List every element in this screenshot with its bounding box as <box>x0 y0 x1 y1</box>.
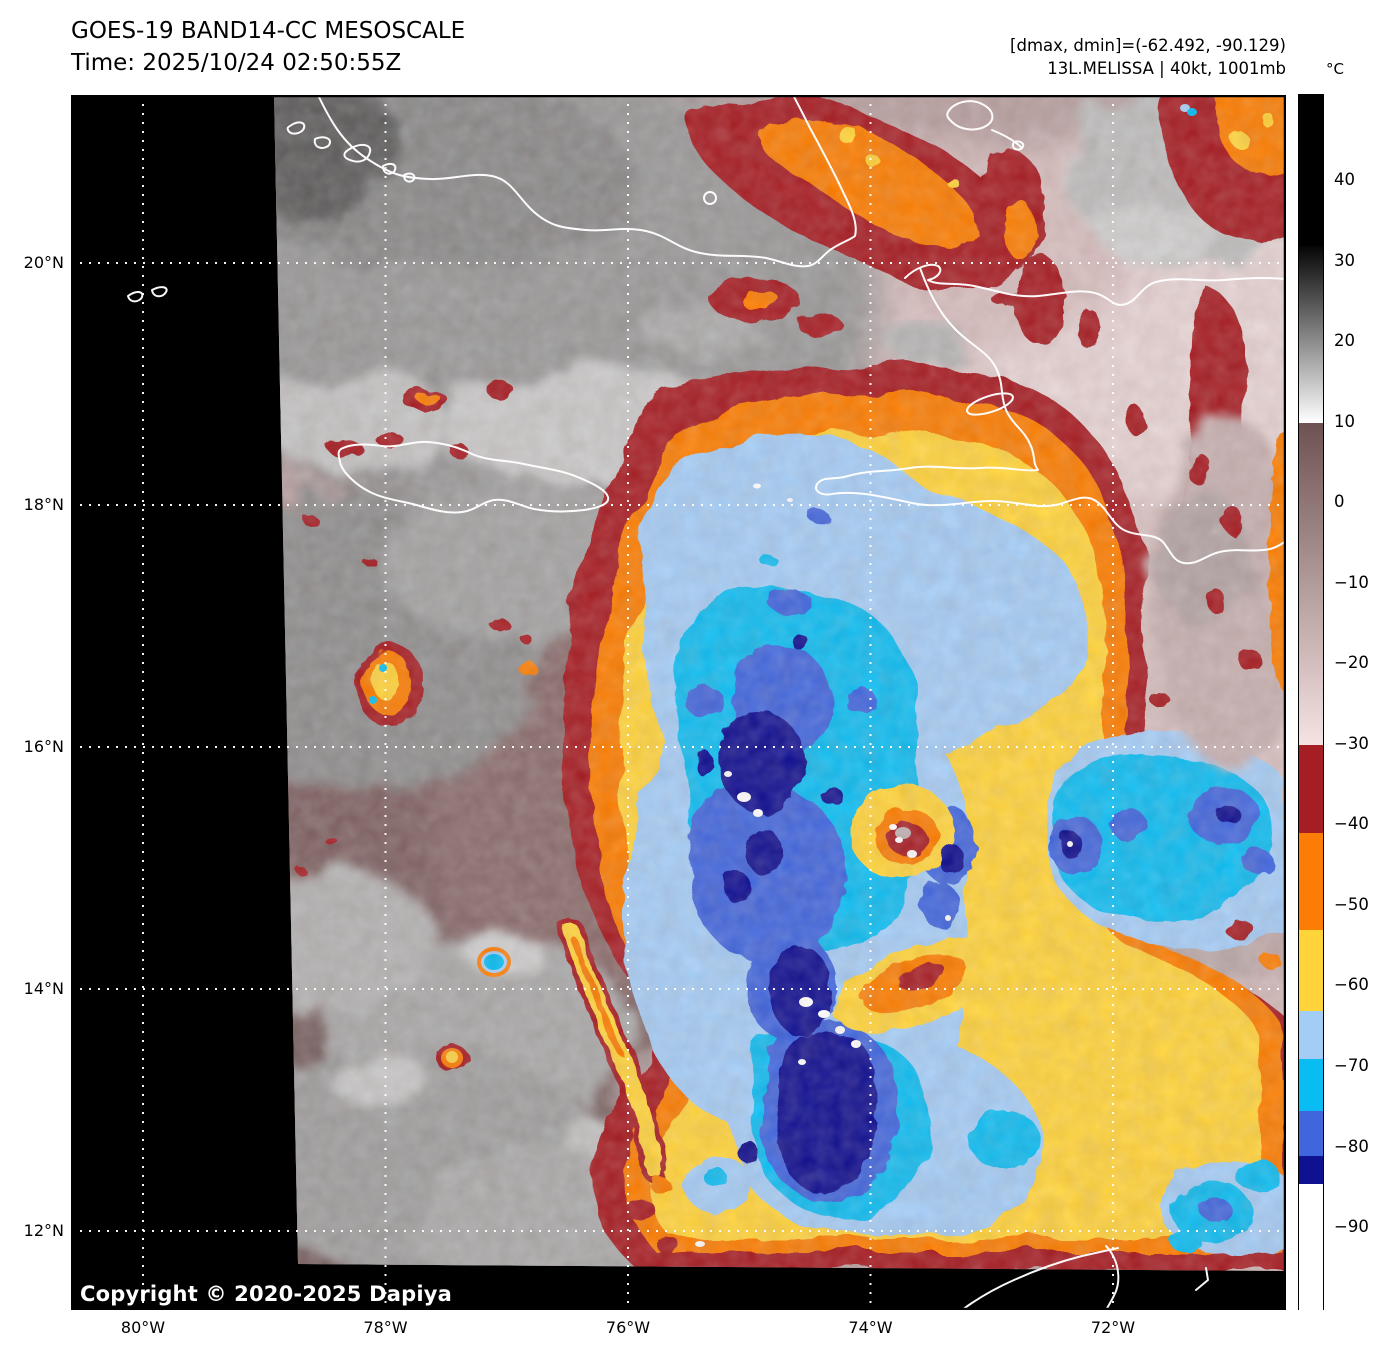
colorbar-tick-label: −70 <box>1334 1055 1369 1075</box>
coastlines <box>127 95 1286 1310</box>
storm-id-intensity: 13L.MELISSA | 40kt, 1001mb <box>1047 59 1286 78</box>
satellite-data-region <box>274 95 1286 1271</box>
storm-info-block: [dmax, dmin]=(-62.492, -90.129) 13L.MELI… <box>800 34 1286 80</box>
colorbar-segment <box>1299 95 1323 246</box>
colorbar-tick-label: −50 <box>1334 894 1369 914</box>
dmax-dmin-readout: [dmax, dmin]=(-62.492, -90.129) <box>1010 36 1286 55</box>
colorbar-segment <box>1299 422 1323 745</box>
latitude-label: 20°N <box>23 253 64 272</box>
timestamp: Time: 2025/10/24 02:50:55Z <box>71 50 402 76</box>
colorbar-segment <box>1299 930 1323 1011</box>
map-area <box>71 95 1286 1310</box>
colorbar-tick-label: −90 <box>1334 1217 1369 1237</box>
inagua-islands <box>946 100 1025 151</box>
longitude-label: 80°W <box>120 1318 166 1337</box>
colorbar-tick-label: −80 <box>1334 1136 1369 1156</box>
colorbar-tick-label: 20 <box>1334 331 1355 351</box>
colorbar-tick-label: −30 <box>1334 733 1369 753</box>
gonave-island <box>966 392 1014 416</box>
grain-overlay-dark <box>274 95 1286 1271</box>
colorbar-segment <box>1299 744 1323 834</box>
colorbar-tick-label: 40 <box>1334 170 1355 190</box>
colorbar-unit-label: °C <box>1326 60 1344 78</box>
colorbar-tick-label: 30 <box>1334 250 1355 270</box>
cay-islands <box>127 121 416 303</box>
longitude-label: 74°W <box>848 1318 893 1337</box>
jamaica-coastline <box>337 440 610 514</box>
longitude-label: 78°W <box>363 1318 408 1337</box>
colorbar-tick-label: −40 <box>1334 814 1369 834</box>
hispaniola-west-south-coast <box>814 267 1286 565</box>
latitude-label: 18°N <box>23 495 64 514</box>
colorbar <box>1298 94 1324 1311</box>
hispaniola-north-coast <box>904 263 1286 306</box>
colorbar-segment <box>1299 1111 1323 1156</box>
longitude-label: 72°W <box>1090 1318 1136 1337</box>
south-america-coastline <box>961 1245 1209 1310</box>
colorbar-segment <box>1299 833 1323 931</box>
copyright-watermark: Copyright © 2020-2025 Dapiya <box>80 1282 452 1306</box>
colorbar-tick-label: −10 <box>1334 572 1369 592</box>
cuba-coastline <box>317 95 857 268</box>
latitude-label: 12°N <box>23 1221 64 1240</box>
colorbar-segment <box>1299 1010 1323 1059</box>
colorbar-segment <box>1299 1058 1323 1112</box>
colorbar-gradient <box>1299 95 1323 1311</box>
page-title: GOES-19 BAND14-CC MESOSCALE <box>71 18 466 44</box>
latitude-label: 16°N <box>23 737 64 756</box>
longitude-label: 76°W <box>605 1318 651 1337</box>
colorbar-tick-label: −20 <box>1334 653 1369 673</box>
colorbar-segment <box>1299 245 1323 423</box>
latitude-label: 14°N <box>23 979 64 998</box>
satellite-map-image <box>71 95 1286 1310</box>
colorbar-tick-label: 10 <box>1334 411 1355 431</box>
cuba-lagoon <box>703 191 717 205</box>
colorbar-tick-label: 0 <box>1334 492 1345 512</box>
colorbar-segment <box>1299 1155 1323 1184</box>
colorbar-tick-label: −60 <box>1334 975 1369 995</box>
colorbar-segment <box>1299 1183 1323 1311</box>
map-frame <box>71 95 1286 1310</box>
